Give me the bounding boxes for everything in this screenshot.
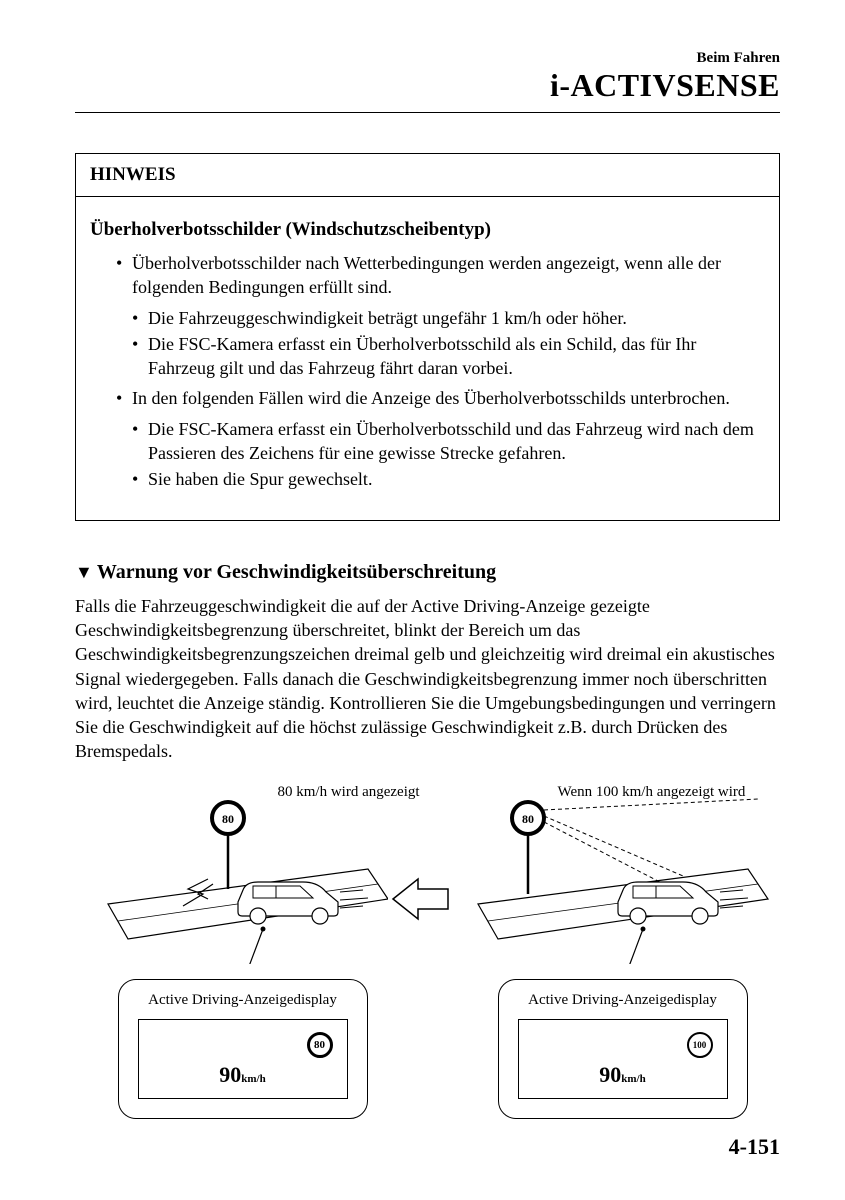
display-title: Active Driving-Anzeigedisplay — [499, 992, 747, 1009]
section-heading-text: Warnung vor Geschwindigkeitsüberschreitu… — [97, 561, 496, 583]
display-title: Active Driving-Anzeigedisplay — [119, 992, 367, 1009]
page-number: 4-151 — [729, 1134, 780, 1160]
speed-sign-icon: 80 — [307, 1032, 333, 1058]
svg-text:80: 80 — [522, 812, 534, 826]
bullet-item: In den folgenden Fällen wird die Anzeige… — [116, 386, 765, 410]
arrow-left-icon — [388, 874, 458, 924]
notice-subtitle: Überholverbotsschilder (Windschutzscheib… — [90, 219, 765, 241]
bullet-list-1: Überholverbotsschilder nach Wetterbeding… — [90, 251, 765, 300]
header-rule — [75, 112, 780, 113]
inner-screen: 80 90km/h — [138, 1019, 348, 1099]
section-body: Falls die Fahrzeuggeschwindigkeit die au… — [75, 594, 780, 764]
left-scene-illustration: 80 — [88, 794, 388, 964]
bullet-item: Die Fahrzeuggeschwindigkeit beträgt unge… — [132, 306, 765, 330]
bullet-list-nested-2: Die FSC-Kamera erfasst ein Überholverbot… — [90, 417, 765, 492]
inner-screen: 100 90km/h — [518, 1019, 728, 1099]
bullet-list-nested-1: Die Fahrzeuggeschwindigkeit beträgt unge… — [90, 306, 765, 381]
page-header: Beim Fahren i-ACTIVSENSE — [75, 50, 780, 104]
bullet-item: Überholverbotsschilder nach Wetterbeding… — [116, 251, 765, 300]
section-heading: ▼Warnung vor Geschwindigkeitsüberschreit… — [75, 561, 780, 584]
triangle-icon: ▼ — [75, 562, 93, 583]
left-display-box: Active Driving-Anzeigedisplay 80 90km/h — [118, 979, 368, 1119]
diagram-area: 80 km/h wird angezeigt Wenn 100 km/h ang… — [78, 784, 778, 1154]
bullet-item: Sie haben die Spur gewechselt. — [132, 467, 765, 491]
speed-value: 90km/h — [519, 1062, 727, 1088]
speed-sign-icon: 100 — [687, 1032, 713, 1058]
notice-box: HINWEIS Überholverbotsschilder (Windschu… — [75, 153, 780, 521]
breadcrumb: Beim Fahren — [75, 50, 780, 67]
svg-text:80: 80 — [222, 812, 234, 826]
sign-value: 100 — [693, 1040, 707, 1050]
bullet-item: Die FSC-Kamera erfasst ein Überholverbot… — [132, 417, 765, 466]
notice-title-row: HINWEIS — [76, 154, 779, 197]
notice-title: HINWEIS — [90, 164, 176, 185]
bullet-item: Die FSC-Kamera erfasst ein Überholverbot… — [132, 332, 765, 381]
sign-value: 80 — [314, 1039, 325, 1051]
bullet-list-2: In den folgenden Fällen wird die Anzeige… — [90, 386, 765, 410]
speed-value: 90km/h — [139, 1062, 347, 1088]
page-title: i-ACTIVSENSE — [75, 67, 780, 104]
notice-body: Überholverbotsschilder (Windschutzscheib… — [76, 197, 779, 520]
right-display-box: Active Driving-Anzeigedisplay 100 90km/h — [498, 979, 748, 1119]
right-scene-illustration: 80 — [458, 794, 778, 964]
